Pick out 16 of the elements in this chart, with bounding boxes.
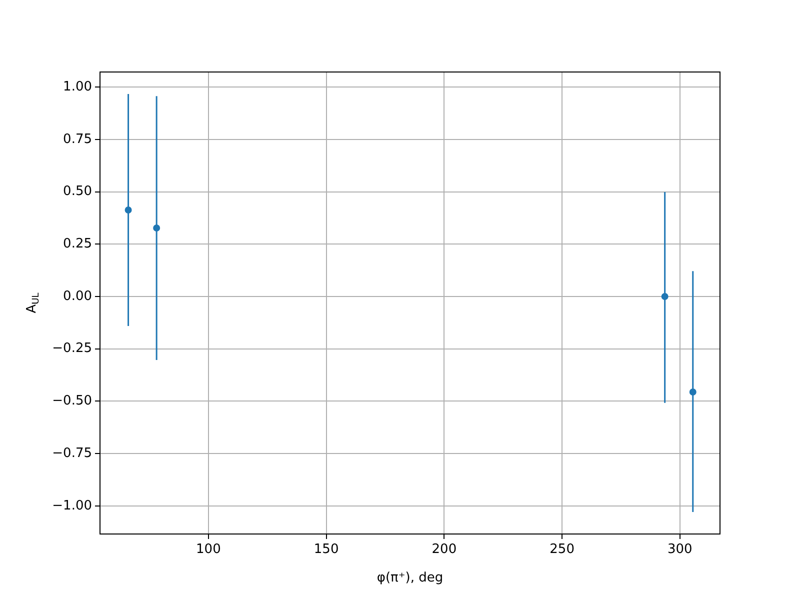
y-tick-label: 0.25 xyxy=(63,236,92,252)
x-axis-title: φ(π⁺), deg xyxy=(376,570,444,586)
y-tick-label: −1.00 xyxy=(52,498,92,514)
x-tick-label: 200 xyxy=(432,542,457,558)
y-tick-label: −0.50 xyxy=(52,394,92,409)
y-tick-label: −0.25 xyxy=(52,341,92,356)
x-tick-label: 300 xyxy=(668,542,692,558)
x-tick-label: 250 xyxy=(550,542,574,558)
x-tick-label: 150 xyxy=(314,542,339,558)
x-tick-label: 100 xyxy=(196,542,221,558)
y-tick-label: 1.00 xyxy=(63,79,92,94)
y-tick-label: 0.75 xyxy=(63,132,92,147)
y-tick-label: 0.00 xyxy=(63,288,92,304)
y-tick-label: −0.75 xyxy=(52,446,92,461)
y-tick-label: 0.50 xyxy=(63,184,92,200)
y-axis-title: AUL xyxy=(24,292,42,314)
